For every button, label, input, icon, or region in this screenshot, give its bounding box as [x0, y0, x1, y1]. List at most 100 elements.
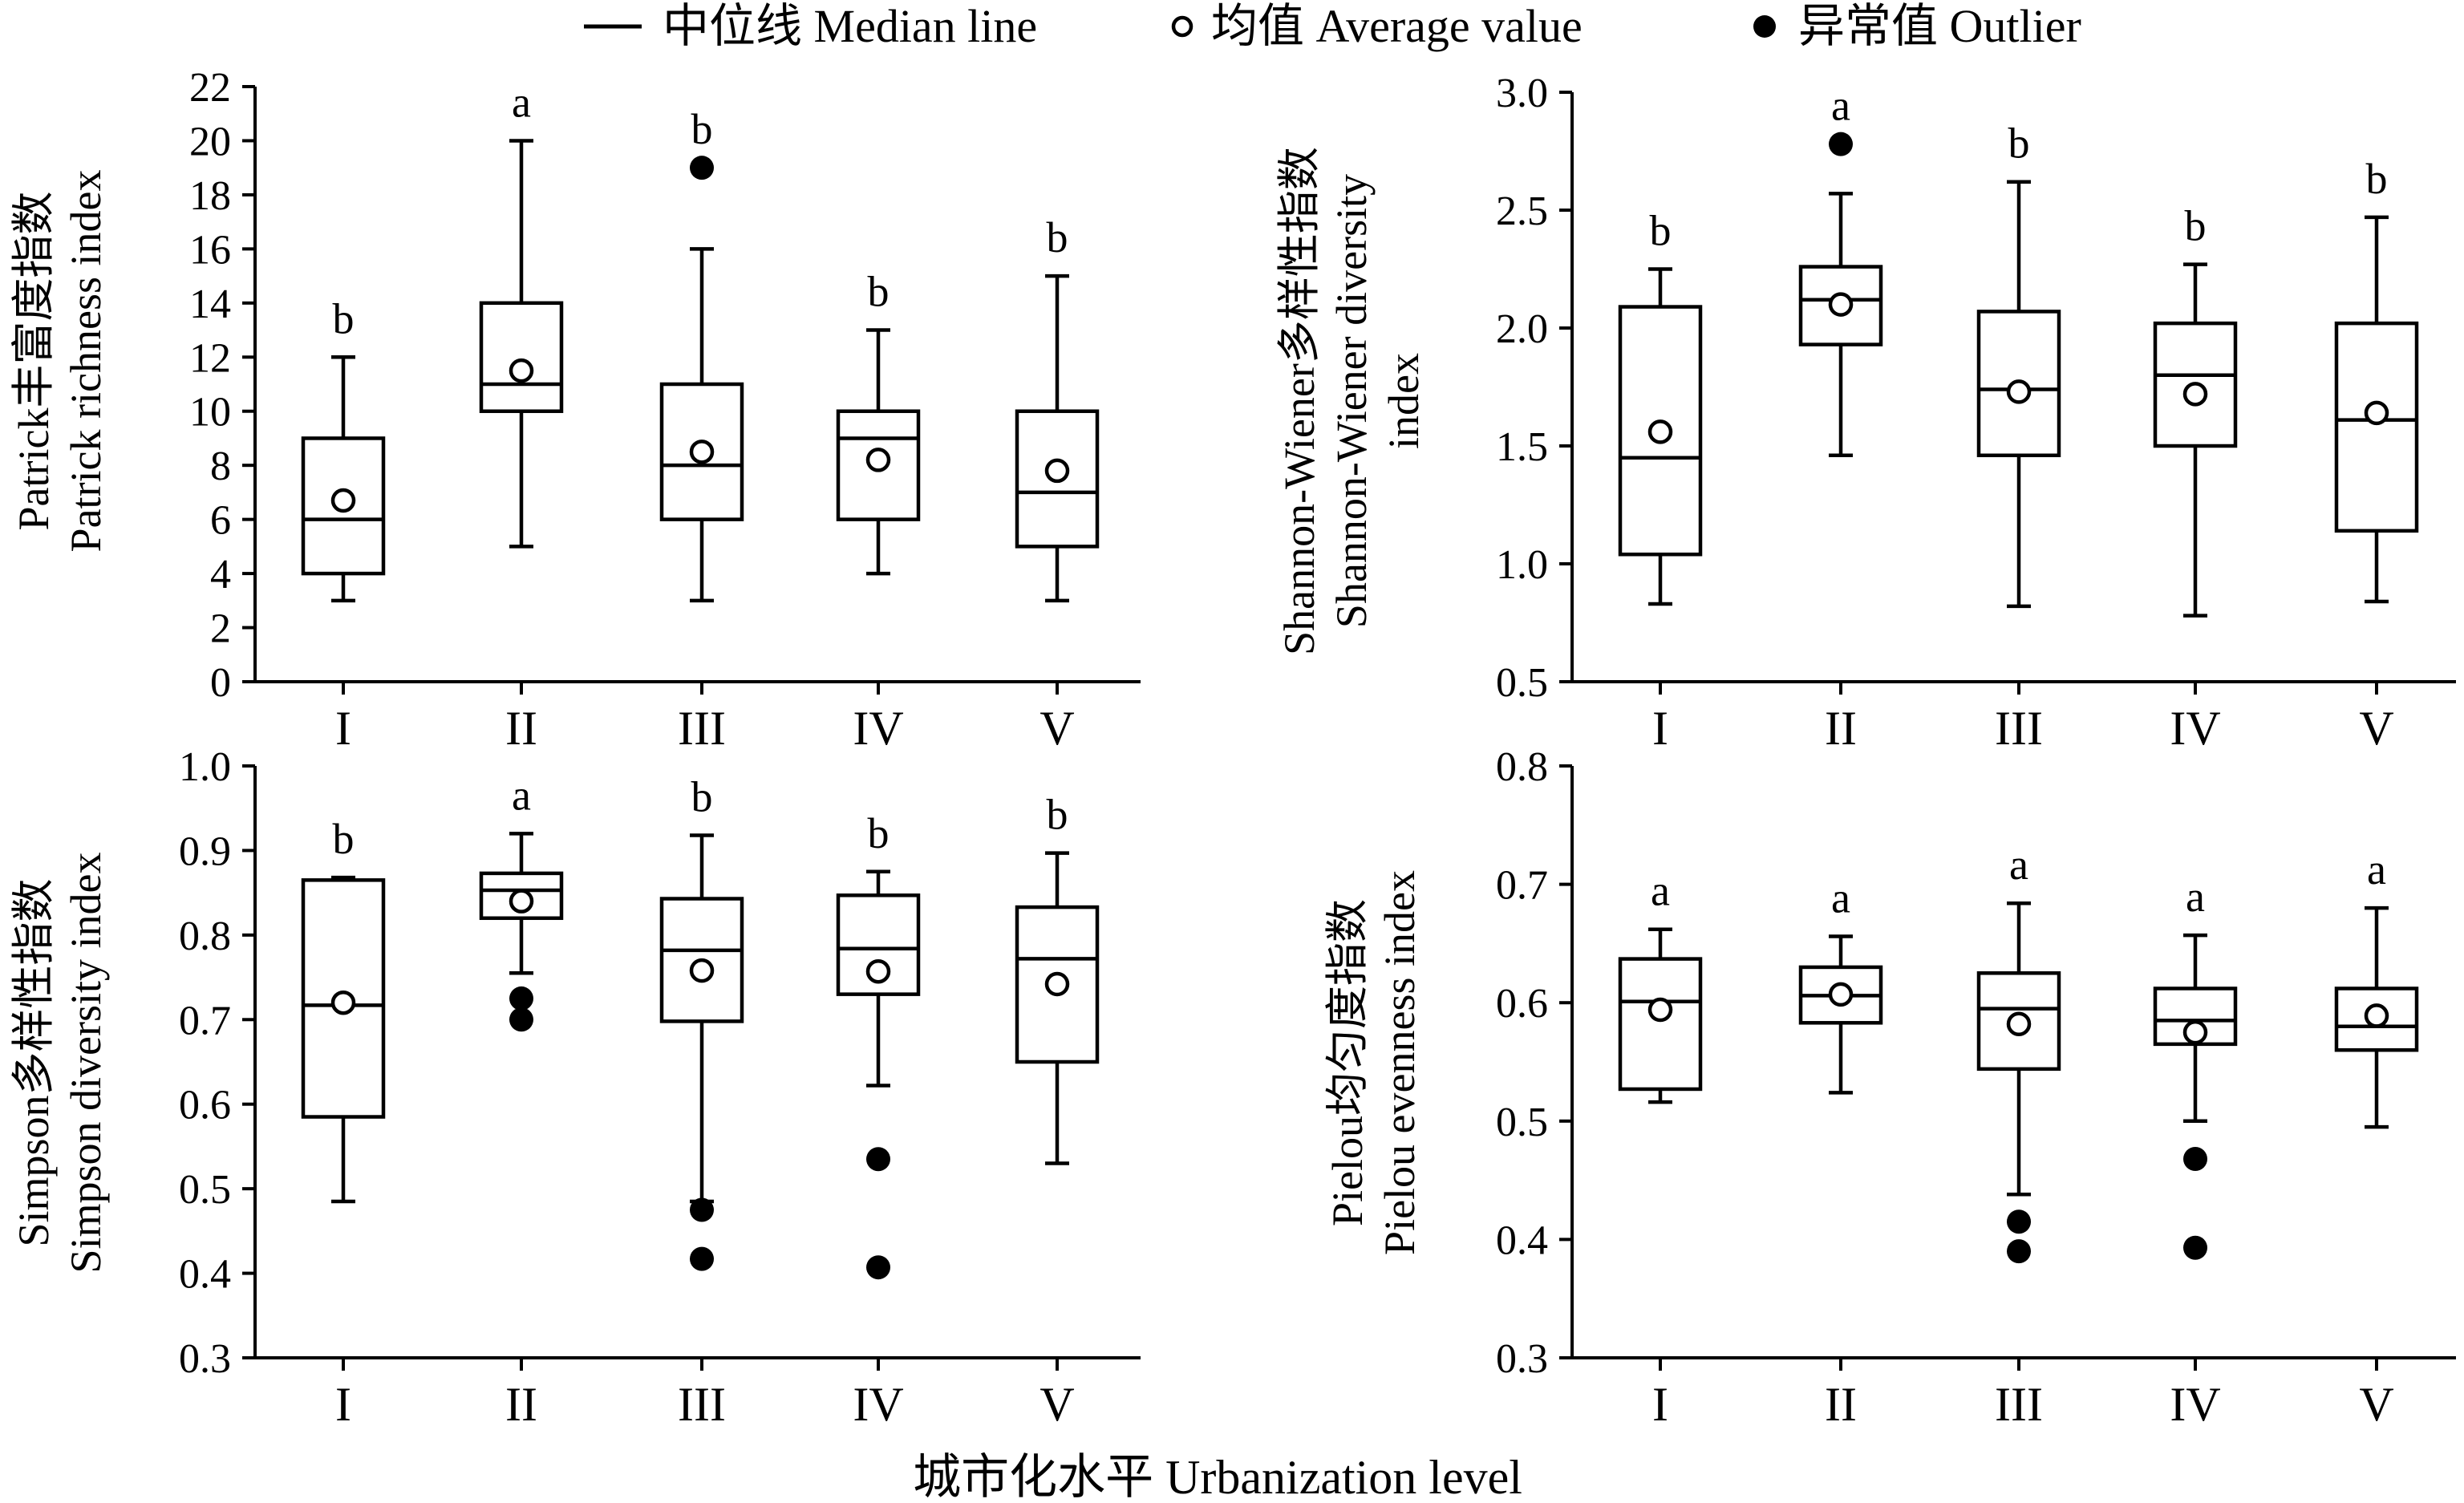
box-III: b	[659, 105, 744, 603]
y-axis-title-en: Patrick richness index	[62, 170, 110, 553]
y-tick-label: 2.5	[1496, 188, 1548, 234]
mean-marker	[509, 358, 534, 383]
legend-outlier-label: 异常值 Outlier	[1798, 0, 2081, 52]
box-V: a	[2334, 845, 2419, 1129]
significance-letter: b	[1650, 207, 1672, 255]
x-tick-label: I	[1652, 702, 1668, 755]
iqr-box	[301, 878, 386, 1119]
outlier-marker	[2007, 1239, 2031, 1264]
x-tick-label: V	[1040, 702, 1074, 755]
y-axis-title-en: Shannon-Wiener diversity	[1327, 174, 1376, 628]
x-tick-label: II	[505, 1378, 537, 1431]
y-tick-label: 14	[189, 282, 231, 327]
mean-marker	[330, 990, 356, 1015]
significance-letter: a	[2186, 873, 2205, 921]
iqr-box	[479, 301, 564, 413]
mean-marker	[1044, 971, 1070, 997]
box-V: b	[2334, 155, 2419, 604]
box-II: a	[1798, 82, 1883, 458]
outlier-marker	[690, 1246, 714, 1271]
y-tick-label: 0.8	[1496, 744, 1548, 790]
x-ticks: I II III IV V	[335, 1358, 1075, 1431]
mean-marker	[865, 448, 891, 472]
x-tick-label: I	[335, 702, 351, 755]
x-tick-label: II	[1825, 1378, 1857, 1431]
outlier-marker	[2007, 1209, 2031, 1234]
box-III: a	[1976, 841, 2061, 1264]
box-I: b	[1618, 207, 1703, 606]
y-tick-label: 0	[210, 660, 231, 706]
box-V: b	[1015, 213, 1100, 603]
box-IV: a	[2153, 873, 2238, 1260]
x-tick-label: IV	[853, 1378, 903, 1431]
significance-letter: b	[691, 772, 713, 820]
mean-marker	[509, 889, 534, 914]
x-ticks: I II III IV V	[1652, 1358, 2394, 1431]
legend-mean-label: 均值 Average value	[1211, 0, 1583, 52]
mean-marker	[865, 958, 891, 984]
significance-letter: b	[333, 815, 355, 863]
y-tick-label: 0.5	[179, 1167, 231, 1213]
legend-median-label: 中位线 Median line	[663, 0, 1037, 52]
y-tick-label: 0.4	[1496, 1217, 1548, 1263]
y-tick-label: 4	[210, 552, 231, 598]
y-tick-label: 1.0	[179, 744, 231, 790]
significance-letter: a	[2367, 845, 2386, 893]
boxes: b a b b b	[1618, 82, 2419, 618]
mean-marker	[2182, 1019, 2208, 1045]
y-ticks: 0 2 4 6 8 10 12 14 16 18 20 22	[189, 65, 255, 706]
x-tick-label: IV	[2170, 702, 2220, 755]
y-tick-label: 0.6	[179, 1083, 231, 1128]
mean-marker	[1044, 458, 1070, 484]
x-tick-label: V	[2359, 702, 2393, 755]
box-IV: b	[2153, 202, 2238, 618]
y-tick-label: 10	[189, 390, 231, 436]
y-tick-label: 22	[189, 65, 231, 111]
significance-letter: a	[1831, 874, 1850, 922]
significance-letter: b	[2366, 155, 2388, 203]
y-tick-label: 18	[189, 173, 231, 219]
x-ticks: I II III IV V	[335, 682, 1075, 755]
y-ticks: 0.5 1.0 1.5 2.0 2.5 3.0	[1496, 71, 1572, 706]
legend-outlier-swatch	[1753, 15, 1776, 38]
box-III: b	[1976, 120, 2061, 609]
outlier-marker	[866, 1147, 890, 1172]
y-tick-label: 0.7	[1496, 863, 1548, 909]
x-tick-label: III	[678, 702, 726, 755]
y-tick-label: 0.7	[179, 998, 231, 1043]
y-tick-label: 12	[189, 335, 231, 381]
significance-letter: a	[1651, 867, 1670, 915]
box-I: b	[301, 815, 386, 1204]
y-axis-title-cn: Simpson多样性指数	[10, 878, 58, 1246]
iqr-box	[1015, 409, 1100, 549]
significance-letter: a	[1831, 82, 1850, 130]
y-tick-label: 0.3	[1496, 1336, 1548, 1382]
box-III: b	[659, 772, 744, 1271]
x-tick-label: II	[1825, 702, 1857, 755]
legend-mean-swatch	[1171, 15, 1194, 38]
significance-letter: a	[512, 78, 531, 126]
box-I: b	[301, 294, 386, 603]
y-tick-label: 0.3	[179, 1336, 231, 1382]
x-axis-title: 城市化水平 Urbanization level	[913, 1451, 1522, 1503]
y-axis-title-cn: Patrick丰富度指数	[10, 192, 58, 531]
y-axis-title-en: Pielou evenness index	[1376, 870, 1424, 1255]
x-tick-label: I	[335, 1378, 351, 1431]
y-tick-label: 0.5	[1496, 660, 1548, 706]
significance-letter: b	[691, 105, 713, 153]
x-tick-label: V	[1040, 1378, 1074, 1431]
y-ticks: 0.3 0.4 0.5 0.6 0.7 0.8 0.9 1.0	[179, 744, 255, 1382]
x-tick-label: IV	[2170, 1378, 2220, 1431]
mean-marker	[1647, 419, 1673, 444]
legend: 中位线 Median line 均值 Average value 异常值 Out…	[584, 0, 2081, 52]
y-tick-label: 1.5	[1496, 424, 1548, 470]
box-II: a	[479, 78, 564, 549]
y-axis-title-en: Simpson diversity index	[62, 853, 110, 1274]
outlier-marker	[1829, 132, 1853, 156]
y-tick-label: 0.8	[179, 914, 231, 959]
x-tick-label: III	[1995, 1378, 2043, 1431]
x-tick-label: V	[2359, 1378, 2393, 1431]
